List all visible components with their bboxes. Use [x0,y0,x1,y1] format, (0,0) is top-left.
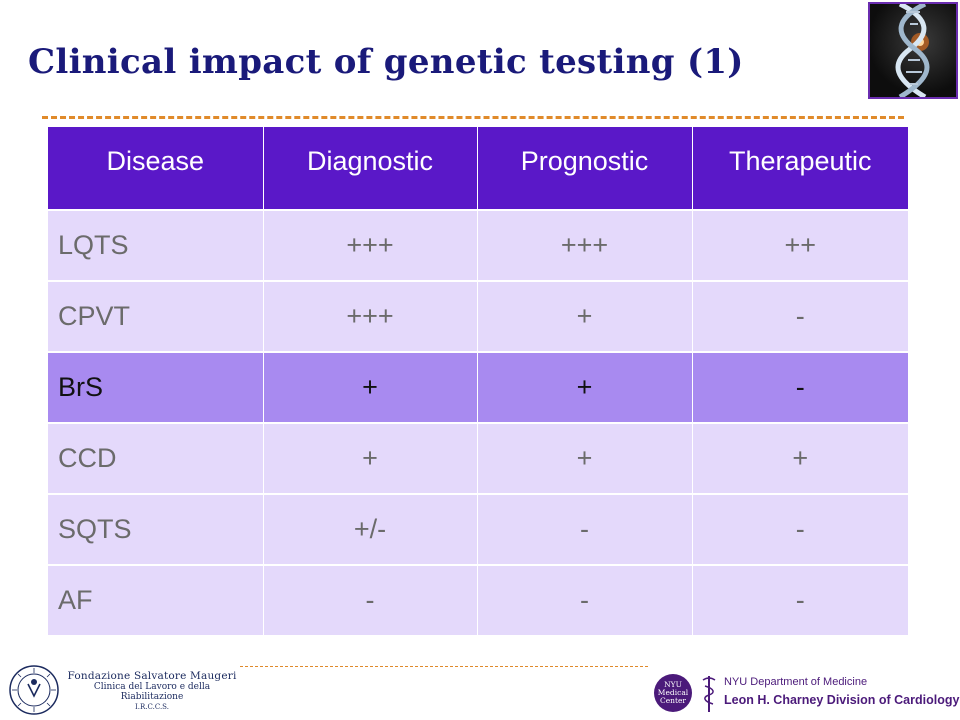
maugeri-irccs: I.R.C.C.S. [135,702,169,711]
therapeutic-cell: - [692,352,908,424]
table-row: CCD + + + [48,423,908,495]
nyu-logo: NYU Medical Center NYU Department of Med… [654,672,960,718]
diagnostic-cell: + [263,352,478,424]
disease-cell: SQTS [48,494,264,566]
bottom-divider [240,666,648,667]
maugeri-seal-icon [9,665,59,715]
table-row: LQTS +++ +++ ++ [48,210,908,282]
therapeutic-cell: - [692,281,908,353]
prognostic-cell: +++ [477,210,693,282]
maugeri-subtitle: Clinica del Lavoro e della Riabilitazion… [93,682,211,703]
diagnostic-cell: +++ [263,281,478,353]
disease-cell: LQTS [48,210,264,282]
prognostic-cell: + [477,423,693,495]
prognostic-cell: - [477,494,693,566]
therapeutic-cell: - [692,565,908,637]
top-divider [42,116,904,119]
disease-cell: CCD [48,423,264,495]
maugeri-logo: Fondazione Salvatore Maugeri Clinica del… [6,664,244,718]
table-row: CPVT +++ + - [48,281,908,353]
maugeri-name: Fondazione Salvatore Maugeri [67,670,237,682]
column-header-therapeutic: Therapeutic [692,127,908,211]
dna-helix-image [868,2,958,99]
table-row-highlighted: BrS + + - [48,352,908,424]
prognostic-cell: + [477,352,693,424]
nyu-medical-center-badge: NYU Medical Center [654,674,692,712]
therapeutic-cell: ++ [692,210,908,282]
table-row: SQTS +/- - - [48,494,908,566]
caduceus-icon [702,676,716,712]
therapeutic-cell: - [692,494,908,566]
clinical-impact-table: Disease Diagnostic Prognostic Therapeuti… [48,127,908,637]
disease-cell: BrS [48,352,264,424]
table-header-row: Disease Diagnostic Prognostic Therapeuti… [48,127,908,211]
nyu-badge-line-3: Center [659,695,687,705]
diagnostic-cell: +++ [263,210,478,282]
column-header-disease: Disease [48,127,264,211]
disease-cell: AF [48,565,264,637]
nyu-division: Leon H. Charney Division of Cardiology [724,693,960,707]
slide-title: Clinical impact of genetic testing (1) [28,42,744,82]
disease-cell: CPVT [48,281,264,353]
diagnostic-cell: +/- [263,494,478,566]
therapeutic-cell: + [692,423,908,495]
table-row: AF - - - [48,565,908,637]
diagnostic-cell: - [263,565,478,637]
diagnostic-cell: + [263,423,478,495]
nyu-badge-line-1: NYU [664,680,682,690]
column-header-diagnostic: Diagnostic [263,127,478,211]
prognostic-cell: - [477,565,693,637]
prognostic-cell: + [477,281,693,353]
nyu-badge-line-2: Medical [657,688,689,698]
column-header-prognostic: Prognostic [477,127,693,211]
nyu-department: NYU Department of Medicine [724,676,868,688]
